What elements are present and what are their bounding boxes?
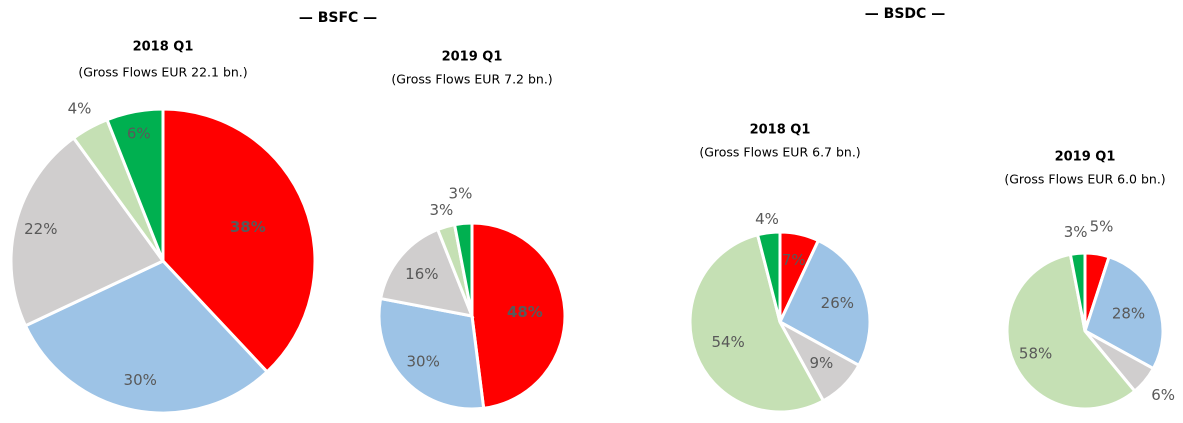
pie-slice	[105, 107, 165, 262]
data-label: 3%	[1064, 223, 1088, 241]
chart-title: 2019 Q1	[1055, 150, 1116, 165]
data-label: 6%	[127, 125, 151, 143]
data-label: 48%	[507, 303, 543, 321]
group-header: — BSDC —	[865, 6, 945, 22]
data-label: 7%	[782, 251, 806, 269]
pie-slice	[688, 232, 826, 414]
pie-slice	[377, 296, 486, 411]
data-label: 28%	[1112, 304, 1145, 322]
pie-slice	[755, 230, 782, 323]
pie-slice	[9, 135, 166, 328]
data-label: 3%	[449, 184, 473, 202]
chart-title: 2018 Q1	[750, 123, 811, 138]
pie-slice	[1068, 251, 1087, 332]
data-label: 16%	[405, 265, 438, 283]
data-label: 5%	[1090, 217, 1114, 235]
data-label: 30%	[407, 352, 440, 370]
pie-slice	[378, 227, 475, 318]
data-label: 26%	[821, 294, 854, 312]
pie-slice	[470, 221, 567, 410]
pie-slice	[452, 221, 474, 317]
data-label: 9%	[809, 354, 833, 372]
data-label: 3%	[429, 201, 453, 219]
data-label: 4%	[68, 100, 92, 118]
chart-title: 2018 Q1	[133, 40, 194, 55]
data-label: 6%	[1151, 386, 1175, 404]
data-label: 38%	[230, 218, 266, 236]
pie-slice	[23, 259, 270, 415]
chart-subtitle: (Gross Flows EUR 22.1 bn.)	[78, 65, 247, 80]
chart-title: 2019 Q1	[442, 50, 503, 65]
data-label: 58%	[1019, 345, 1052, 363]
pie-slice	[1005, 252, 1137, 411]
data-label: 4%	[755, 210, 779, 228]
chart-subtitle: (Gross Flows EUR 7.2 bn.)	[391, 72, 552, 87]
group-header: — BSFC —	[299, 10, 377, 26]
data-label: 30%	[124, 371, 157, 389]
pie-slice	[161, 107, 317, 374]
chart-subtitle: (Gross Flows EUR 6.7 bn.)	[699, 145, 860, 160]
data-label: 54%	[711, 333, 744, 351]
data-label: 22%	[24, 220, 57, 238]
chart-subtitle: (Gross Flows EUR 6.0 bn.)	[1004, 172, 1165, 187]
